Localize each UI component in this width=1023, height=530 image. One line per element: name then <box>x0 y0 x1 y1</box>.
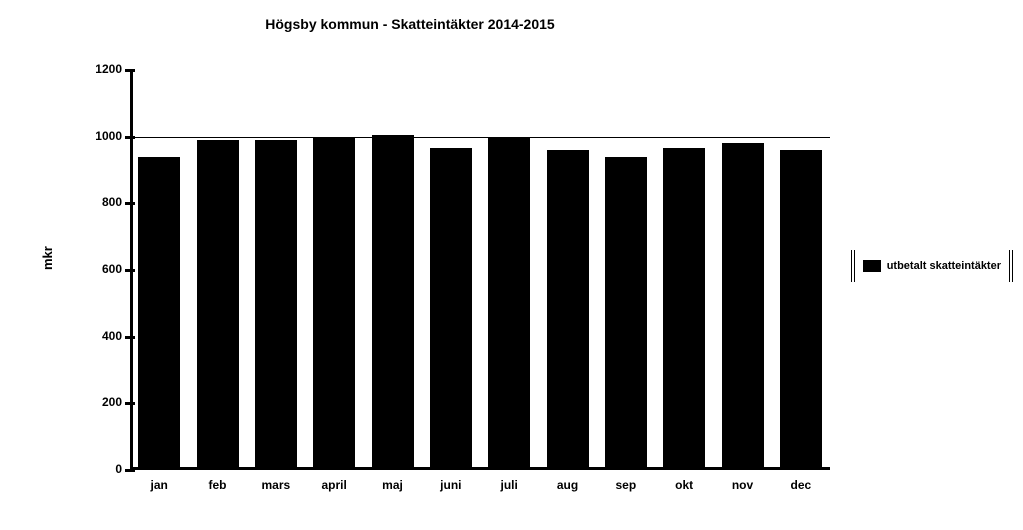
x-tick-label: juni <box>440 478 461 492</box>
y-tick-label: 1200 <box>82 62 122 76</box>
chart-title: Högsby kommun - Skatteintäkter 2014-2015 <box>0 16 820 32</box>
bar <box>488 138 530 470</box>
bar <box>722 143 764 470</box>
legend-label: utbetalt skatteintäkter <box>887 260 1001 272</box>
x-tick-label: dec <box>790 478 811 492</box>
bar <box>605 157 647 470</box>
x-tick-label: maj <box>382 478 403 492</box>
x-tick-label: juli <box>500 478 517 492</box>
x-tick-label: aug <box>557 478 578 492</box>
bar <box>138 157 180 470</box>
legend-swatch <box>863 260 881 272</box>
x-tick-label: sep <box>615 478 636 492</box>
bar <box>547 150 589 470</box>
x-tick-label: mars <box>261 478 290 492</box>
y-tick-label: 200 <box>82 395 122 409</box>
bar <box>780 150 822 470</box>
y-axis-label: mkr <box>40 246 55 270</box>
bar <box>255 140 297 470</box>
x-tick-label: april <box>321 478 346 492</box>
bar <box>663 148 705 470</box>
y-tick-label: 1000 <box>82 129 122 143</box>
bar <box>430 148 472 470</box>
chart-page: Högsby kommun - Skatteintäkter 2014-2015… <box>0 0 1023 530</box>
x-tick-label: nov <box>732 478 753 492</box>
legend: utbetalt skatteintäkter <box>851 250 1013 282</box>
bar <box>313 137 355 470</box>
y-tick-label: 0 <box>82 462 122 476</box>
bar <box>372 135 414 470</box>
bars-area <box>130 70 830 470</box>
y-tick-label: 400 <box>82 329 122 343</box>
x-tick-label: okt <box>675 478 693 492</box>
bar <box>197 140 239 470</box>
x-tick-label: feb <box>209 478 227 492</box>
x-tick-label: jan <box>150 478 167 492</box>
y-tick-label: 600 <box>82 262 122 276</box>
y-tick-label: 800 <box>82 195 122 209</box>
